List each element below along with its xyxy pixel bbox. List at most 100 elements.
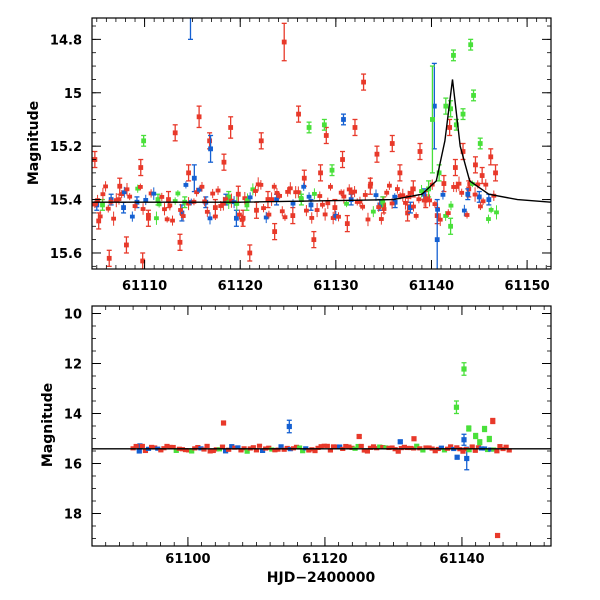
baseline-marker xyxy=(272,448,278,453)
red-point xyxy=(296,105,302,123)
baseline-marker xyxy=(237,212,242,217)
red-marker xyxy=(296,111,301,117)
green-marker xyxy=(155,197,161,202)
baseline-point xyxy=(255,177,261,192)
baseline-marker xyxy=(312,449,318,454)
baseline-point xyxy=(333,444,340,449)
red-point xyxy=(140,252,146,269)
green-point xyxy=(466,425,472,432)
baseline-marker xyxy=(183,183,189,187)
baseline-marker xyxy=(132,204,138,209)
green-marker xyxy=(481,426,488,432)
baseline-point xyxy=(135,184,141,193)
baseline-point xyxy=(237,209,242,220)
red-marker xyxy=(258,138,264,144)
baseline-marker xyxy=(164,217,170,222)
red-marker xyxy=(417,149,423,154)
baseline-point xyxy=(170,215,175,226)
baseline-point xyxy=(448,444,454,449)
baseline-marker xyxy=(226,447,232,452)
baseline-marker xyxy=(365,217,371,222)
baseline-point xyxy=(421,194,427,207)
red-point xyxy=(106,249,112,267)
red-point xyxy=(318,164,324,182)
baseline-marker xyxy=(136,449,142,454)
baseline-marker xyxy=(414,443,420,448)
green-point xyxy=(429,65,435,174)
baseline-point xyxy=(362,190,368,200)
blue-point xyxy=(465,188,471,201)
red-point xyxy=(417,142,423,161)
red-point xyxy=(290,206,296,225)
blue-marker xyxy=(434,237,440,243)
top-plot-frame xyxy=(91,17,552,270)
green-point xyxy=(486,435,492,443)
baseline-point xyxy=(373,189,379,201)
baseline-point xyxy=(441,448,448,453)
green-point xyxy=(460,108,466,121)
blue-point xyxy=(407,201,413,214)
baseline-marker xyxy=(386,445,392,451)
baseline-marker xyxy=(133,443,139,449)
baseline-marker xyxy=(491,447,497,452)
red-marker xyxy=(124,242,129,248)
baseline-point xyxy=(164,216,170,223)
x-tick-label: 61100 xyxy=(165,552,210,567)
baseline-point xyxy=(346,444,352,449)
green-point xyxy=(468,38,474,51)
baseline-marker xyxy=(293,190,299,195)
baseline-marker xyxy=(506,448,512,453)
baseline-point xyxy=(111,211,117,226)
baseline-marker xyxy=(92,202,98,207)
blue-marker xyxy=(397,439,403,445)
baseline-point xyxy=(337,444,343,449)
baseline-marker xyxy=(373,193,379,198)
baseline-marker xyxy=(330,216,336,220)
baseline-point xyxy=(325,197,331,209)
blue-marker xyxy=(461,437,467,443)
blue-marker xyxy=(188,5,193,10)
red-marker xyxy=(411,436,417,442)
baseline-marker xyxy=(395,449,401,454)
y-tick-label: 14.8 xyxy=(50,33,82,48)
blue-marker xyxy=(341,117,346,122)
baseline-marker xyxy=(111,216,117,221)
green-marker xyxy=(461,366,467,372)
baseline-point xyxy=(419,184,424,198)
baseline-marker xyxy=(426,445,432,450)
baseline-point xyxy=(352,186,357,198)
baseline-point xyxy=(232,445,238,450)
baseline-point xyxy=(140,203,146,215)
baseline-point xyxy=(220,196,226,211)
baseline-point xyxy=(269,192,274,206)
blue-marker xyxy=(121,205,126,210)
baseline-marker xyxy=(354,200,360,204)
green-point xyxy=(306,121,312,134)
baseline-marker xyxy=(210,191,216,196)
baseline-point xyxy=(189,449,195,454)
red-marker xyxy=(254,207,259,213)
baseline-marker xyxy=(367,445,374,450)
baseline-point xyxy=(488,206,494,214)
baseline-point xyxy=(266,210,272,219)
baseline-marker xyxy=(186,201,191,206)
baseline-point xyxy=(395,449,401,454)
baseline-point xyxy=(384,189,390,197)
y-tick-label: 18 xyxy=(64,508,82,523)
baseline-marker xyxy=(389,445,395,450)
baseline-point xyxy=(475,445,481,450)
red-point xyxy=(447,118,453,137)
green-marker xyxy=(448,223,453,229)
baseline-marker xyxy=(349,190,355,195)
bottom-data-layer xyxy=(130,362,512,539)
baseline-marker xyxy=(336,214,341,219)
red-point xyxy=(374,145,380,163)
baseline-point xyxy=(212,212,218,221)
green-point xyxy=(473,432,479,440)
baseline-point xyxy=(407,445,414,451)
baseline-point xyxy=(361,448,367,453)
baseline-point xyxy=(503,444,509,449)
red-point xyxy=(494,532,501,539)
green-marker xyxy=(448,106,453,112)
baseline-marker xyxy=(245,198,250,203)
